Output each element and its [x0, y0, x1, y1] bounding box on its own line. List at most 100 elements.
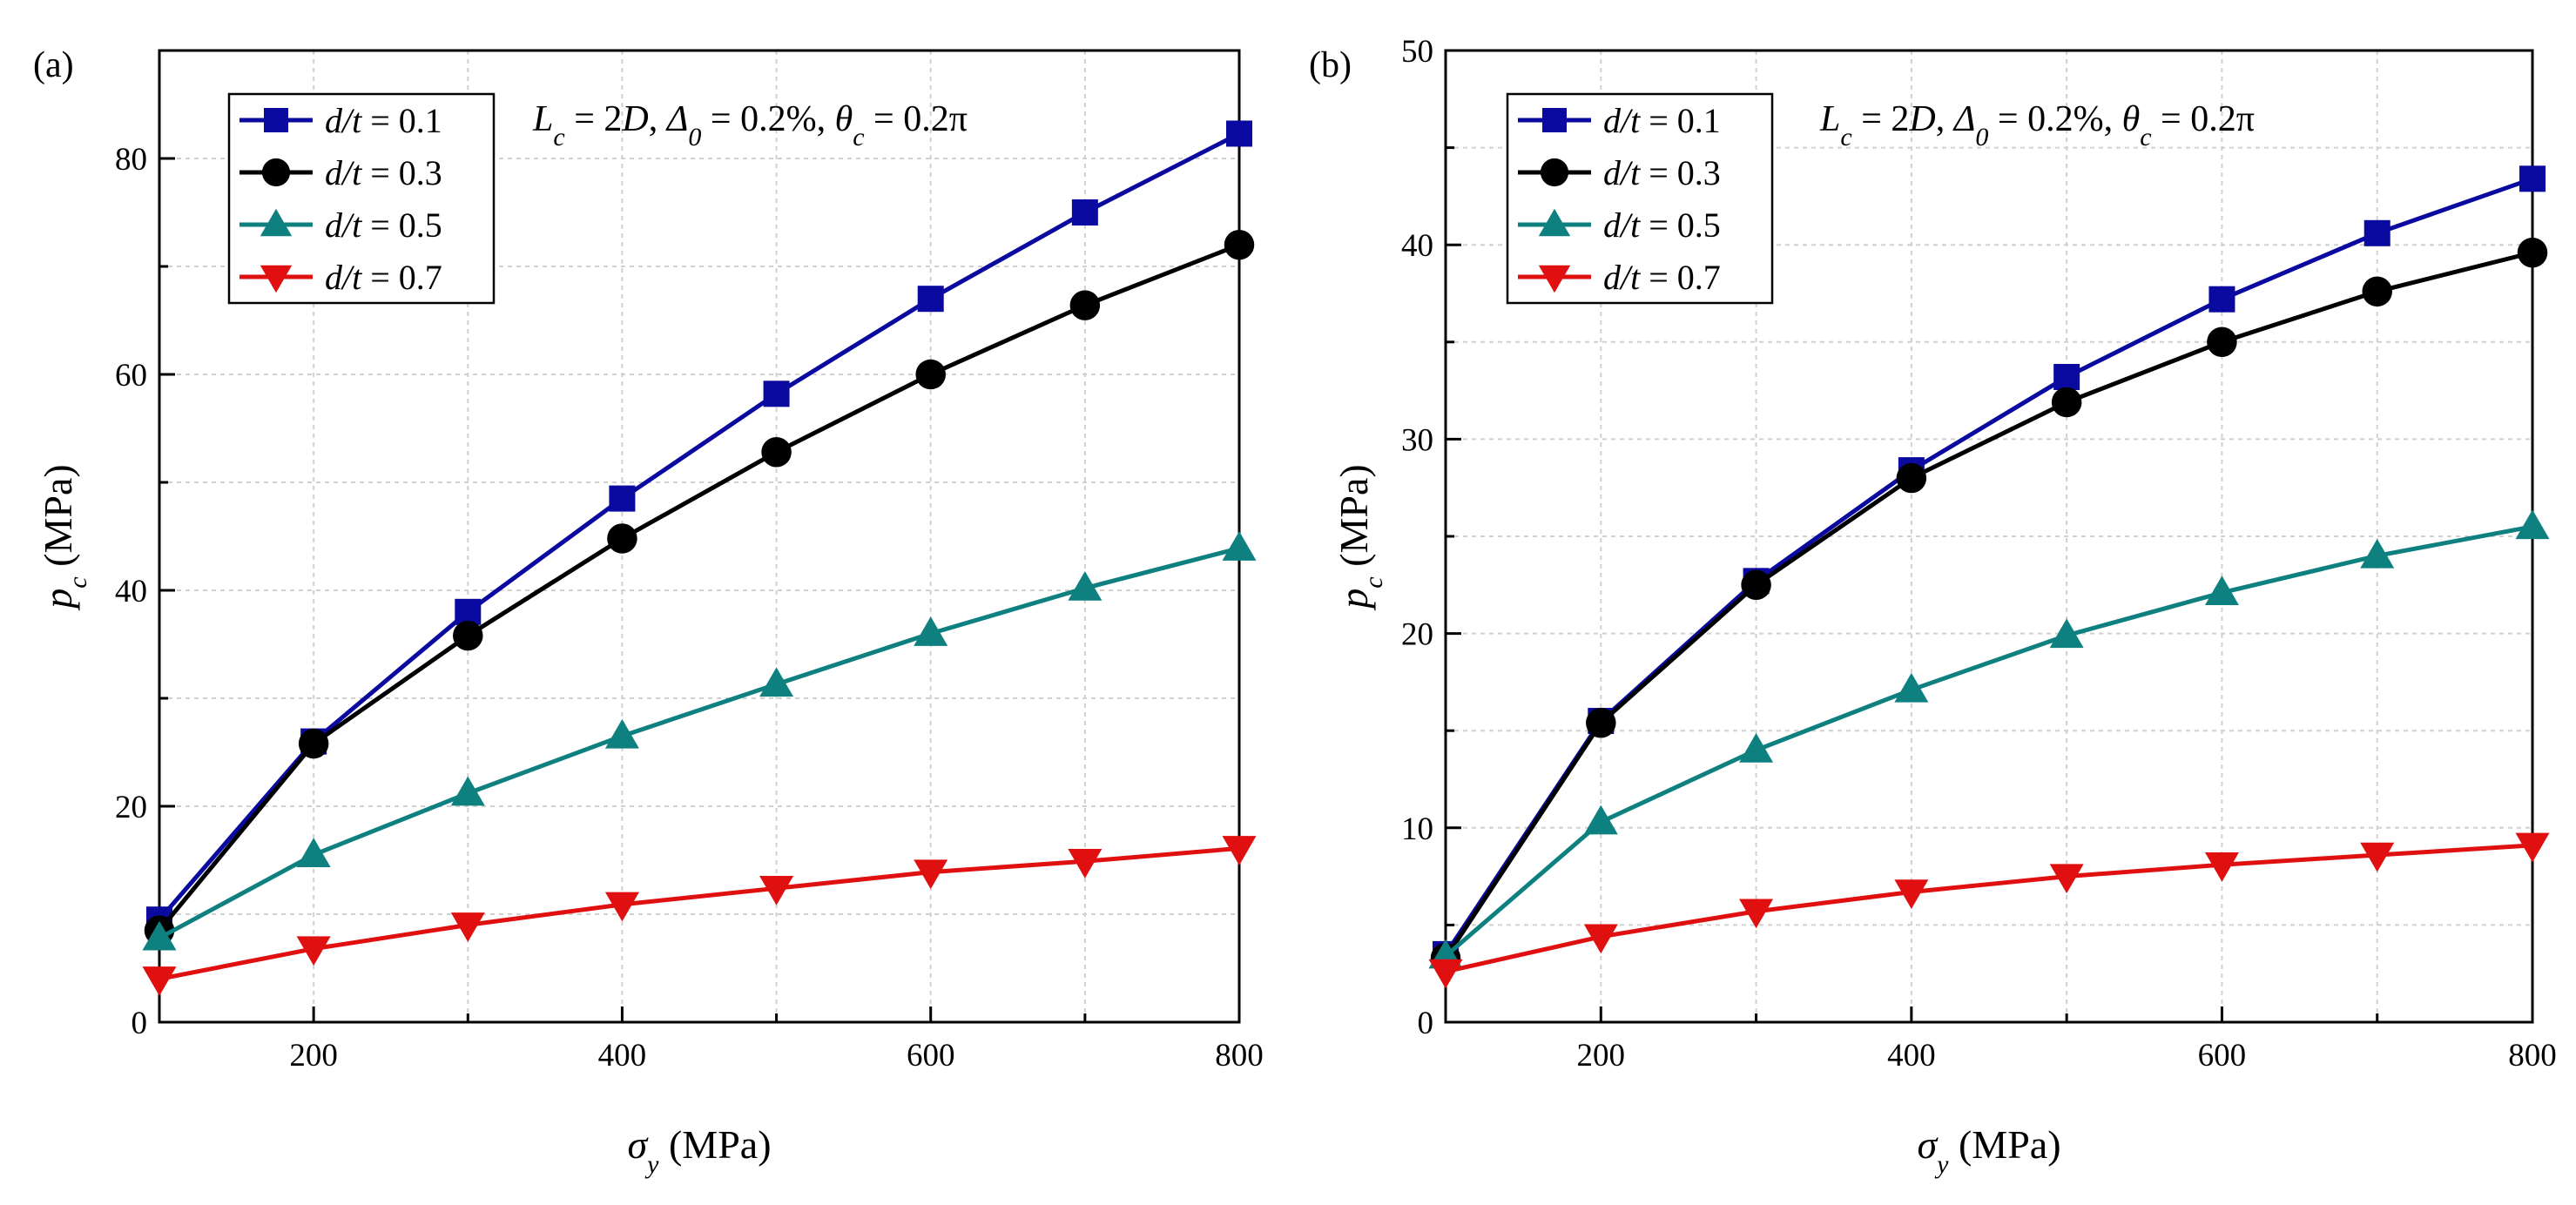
data-point: [2515, 832, 2550, 863]
data-point: [2517, 237, 2548, 268]
data-point: [1428, 959, 1463, 989]
data-point: [2519, 165, 2546, 192]
data-point: [142, 920, 177, 951]
legend-label: d/t = 0.3: [325, 153, 442, 192]
data-point: [453, 620, 483, 651]
series-line: [1445, 843, 2533, 974]
y-tick-label: 40: [115, 574, 147, 609]
legend-label: d/t = 0.7: [325, 258, 442, 297]
series-line: [158, 131, 1241, 921]
data-point: [2207, 326, 2237, 358]
data-point: [1224, 229, 1255, 260]
data-point: [1739, 899, 1774, 929]
y-tick-label: 20: [115, 790, 147, 825]
legend-marker: [260, 265, 293, 293]
data-point: [604, 718, 639, 749]
data-point: [2049, 864, 2084, 894]
data-point: [1586, 708, 1616, 738]
data-point: [2515, 509, 2550, 540]
series-line: [158, 546, 1240, 940]
data-point: [296, 838, 331, 868]
legend-label: d/t = 0.7: [1603, 258, 1721, 297]
data-point: [759, 875, 794, 905]
data-point: [450, 912, 485, 942]
legend-label: d/t = 0.3: [1603, 153, 1721, 192]
data-point: [1894, 672, 1929, 703]
data-point: [1739, 733, 1774, 763]
y-axis-label: pc (MPa): [1332, 464, 1388, 610]
series-line: [1444, 524, 2533, 959]
data-point: [2364, 219, 2391, 246]
y-tick-label: 0: [131, 1006, 148, 1041]
data-point: [1071, 199, 1098, 226]
y-tick-label: 20: [1401, 617, 1433, 653]
data-point: [759, 667, 794, 697]
data-point: [609, 485, 636, 512]
data-point: [763, 380, 790, 407]
y-tick-label: 60: [115, 358, 147, 394]
legend-marker: [1538, 208, 1571, 237]
x-tick-label: 200: [289, 1038, 338, 1074]
data-point: [604, 892, 639, 922]
x-tick-label: 400: [1887, 1038, 1936, 1074]
series-d-t-0-5: [142, 531, 1257, 951]
series-d-t-0-1: [146, 120, 1252, 933]
data-point: [2053, 363, 2080, 390]
data-point: [2208, 286, 2235, 313]
gridlines: [159, 50, 1239, 1022]
x-tick-label: 400: [598, 1038, 647, 1074]
data-point: [296, 936, 331, 966]
data-point: [2051, 387, 2082, 418]
data-point: [914, 859, 948, 890]
x-tick-label: 800: [1215, 1038, 1264, 1074]
chart-panel-a: 200 400 600 800 0 20 40 60 80 σy (MPa) pc (MPa) (a)…: [33, 45, 1264, 1179]
data-point: [2049, 618, 2084, 649]
series-d-t-0-5: [1428, 509, 2550, 969]
data-point: [1741, 569, 1771, 601]
data-point: [1894, 879, 1929, 909]
y-tick-label: 0: [1418, 1006, 1434, 1041]
data-point: [607, 523, 637, 554]
y-axis-label: pc (MPa): [36, 464, 92, 610]
series-d-t-0-7: [1428, 832, 2550, 989]
x-tick-label: 200: [1577, 1038, 1626, 1074]
legend-label: d/t = 0.1: [325, 101, 442, 140]
legend-marker: [1540, 158, 1569, 187]
data-point: [2204, 576, 2239, 605]
data-point: [1583, 924, 1618, 954]
data-point: [2360, 842, 2395, 872]
panel-label: (b): [1309, 45, 1352, 85]
series-d-t-0-7: [142, 836, 1257, 996]
annotation-text: Lc = 2D, Δ0 = 0.2%, θc = 0.2π: [532, 99, 968, 151]
x-tick-label: 600: [907, 1038, 955, 1074]
legend-marker: [1542, 108, 1567, 132]
data-point: [1583, 804, 1618, 835]
y-tick-label: 10: [1401, 811, 1433, 847]
legend-label: d/t = 0.1: [1603, 101, 1721, 140]
data-point: [455, 598, 482, 625]
legend-label: d/t = 0.5: [1603, 205, 1721, 245]
data-point: [1069, 290, 1101, 320]
legend-label: d/t = 0.5: [325, 205, 442, 245]
data-point: [761, 437, 792, 468]
series-line: [1443, 250, 2533, 959]
x-tick-label: 800: [2508, 1038, 2557, 1074]
data-point: [915, 359, 946, 390]
legend: d/t = 0.1 d/t = 0.3 d/t = 0.5 d/t = 0.7: [1506, 92, 1774, 305]
data-point: [1222, 531, 1257, 561]
data-point: [917, 286, 944, 313]
y-tick-label: 30: [1401, 422, 1433, 458]
legend: d/t = 0.1 d/t = 0.3 d/t = 0.5 d/t = 0.7: [227, 92, 496, 305]
series-line: [158, 242, 1240, 932]
y-tick-label: 40: [1401, 228, 1433, 264]
data-point: [1068, 848, 1103, 879]
legend-marker: [1538, 265, 1571, 293]
series-line: [158, 845, 1240, 981]
data-point: [2360, 538, 2395, 569]
data-point: [1226, 120, 1252, 147]
data-point: [1068, 571, 1103, 601]
data-point: [142, 966, 177, 996]
data-point: [1896, 462, 1927, 494]
data-point: [450, 776, 485, 806]
